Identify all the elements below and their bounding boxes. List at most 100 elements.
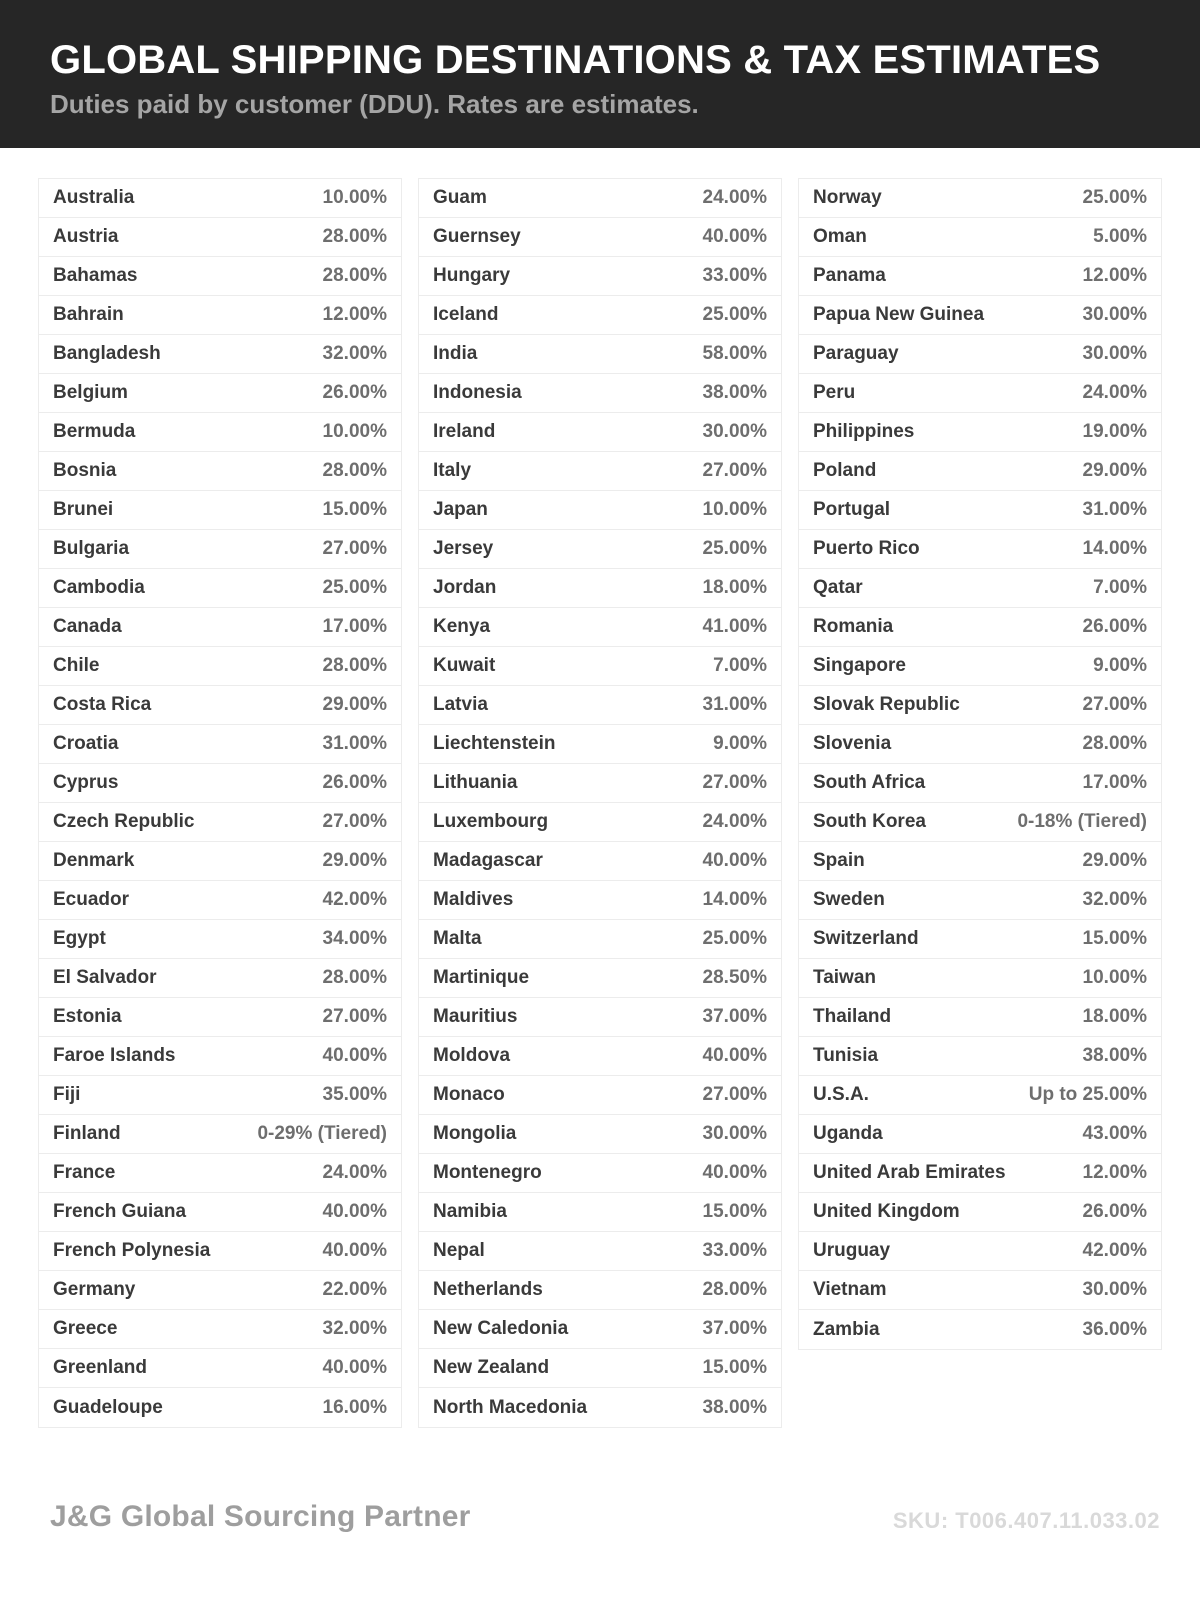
table-row: Cambodia 25.00% [39,569,401,608]
page-subtitle: Duties paid by customer (DDU). Rates are… [50,89,699,119]
tax-rate-value: 32.00% [322,343,387,364]
footer: J&G Global Sourcing Partner SKU: T006.40… [0,1500,1200,1534]
tax-rate-value: 10.00% [1082,967,1147,988]
country-name: Slovenia [813,733,892,754]
table-row: Canada 17.00% [39,608,401,647]
table-row: Bahamas 28.00% [39,257,401,296]
table-row: Papua New Guinea 30.00% [799,296,1161,335]
tax-rate-value: 30.00% [702,421,767,442]
table-row: Monaco 27.00% [419,1076,781,1115]
country-name: Tunisia [813,1045,879,1066]
table-row: India 58.00% [419,335,781,374]
country-name: Netherlands [433,1279,543,1300]
tax-rate-value: 40.00% [702,226,767,247]
tax-rate-value: 26.00% [322,772,387,793]
country-name: Maldives [433,889,514,910]
table-row: Guernsey 40.00% [419,218,781,257]
table-row: Belgium 26.00% [39,374,401,413]
tax-rate-value: 10.00% [702,499,767,520]
table-row: France 24.00% [39,1154,401,1193]
tax-rate-value: 42.00% [322,889,387,910]
tax-rate-value: 27.00% [702,460,767,481]
country-name: French Polynesia [53,1240,211,1261]
tax-rate-value: 40.00% [322,1201,387,1222]
country-name: Madagascar [433,850,543,871]
tax-rate-value: 22.00% [322,1279,387,1300]
country-name: France [53,1162,116,1183]
country-name: Brunei [53,499,114,520]
country-name: Hungary [433,265,511,286]
table-row: Guam 24.00% [419,179,781,218]
country-name: Jersey [433,538,494,559]
country-name: Liechtenstein [433,733,556,754]
tax-rate-value: 28.00% [702,1279,767,1300]
country-name: Zambia [813,1318,880,1340]
country-name: Norway [813,187,882,208]
table-row: Qatar 7.00% [799,569,1161,608]
tax-rate-value: 58.00% [702,343,767,364]
country-name: Mongolia [433,1123,517,1144]
table-row: North Macedonia 38.00% [419,1388,781,1427]
country-name: U.S.A. [813,1084,869,1105]
tax-rate-value: 26.00% [1082,1201,1147,1222]
country-name: Bahamas [53,265,138,286]
table-row: Taiwan 10.00% [799,959,1161,998]
tax-rate-value: 24.00% [702,187,767,208]
table-row: Faroe Islands 40.00% [39,1037,401,1076]
tax-rate-value: 24.00% [322,1162,387,1183]
table-row: U.S.A. Up to 25.00% [799,1076,1161,1115]
tax-rate-value: 40.00% [702,1162,767,1183]
country-name: Australia [53,187,135,208]
table-row: Oman 5.00% [799,218,1161,257]
country-name: India [433,343,478,364]
tax-rate-value: 26.00% [322,382,387,403]
country-name: Greenland [53,1357,147,1378]
table-row: Bulgaria 27.00% [39,530,401,569]
tax-rate-value: 30.00% [702,1123,767,1144]
country-name: Denmark [53,850,135,871]
header-banner: GLOBAL SHIPPING DESTINATIONS & TAX ESTIM… [0,0,1200,148]
tax-rate-value: 32.00% [1082,889,1147,910]
tax-rate-value: 19.00% [1082,421,1147,442]
table-row: Sweden 32.00% [799,881,1161,920]
country-name: Namibia [433,1201,507,1222]
table-row: South Africa 17.00% [799,764,1161,803]
table-row: Thailand 18.00% [799,998,1161,1037]
tax-rate-value: 40.00% [322,1240,387,1261]
country-name: North Macedonia [433,1396,588,1418]
tax-rate-value: 29.00% [322,850,387,871]
country-name: Cambodia [53,577,145,598]
tax-rate-value: 7.00% [713,655,767,676]
country-name: Germany [53,1279,136,1300]
table-row: Panama 12.00% [799,257,1161,296]
sku-label: SKU: T006.407.11.033.02 [892,1508,1160,1533]
table-row: New Caledonia 37.00% [419,1310,781,1349]
tax-rate-value: 27.00% [322,1006,387,1027]
table-row: Hungary 33.00% [419,257,781,296]
table-row: Nepal 33.00% [419,1232,781,1271]
country-name: Czech Republic [53,811,195,832]
tax-rate-value: 33.00% [702,1240,767,1261]
country-name: Japan [433,499,488,520]
tax-rate-value: 36.00% [1082,1318,1147,1340]
country-name: Kuwait [433,655,496,676]
table-row: Bermuda 10.00% [39,413,401,452]
tax-rate-value: 29.00% [322,694,387,715]
tax-rate-value: 24.00% [702,811,767,832]
table-row: Mongolia 30.00% [419,1115,781,1154]
tax-rate-value: 10.00% [322,187,387,208]
table-row: Vietnam 30.00% [799,1271,1161,1310]
table-row: Philippines 19.00% [799,413,1161,452]
country-name: Bulgaria [53,538,130,559]
tax-rate-value: 27.00% [702,772,767,793]
country-name: Canada [53,616,122,637]
tax-rate-value: 27.00% [1082,694,1147,715]
country-name: Slovak Republic [813,694,960,715]
table-row: Liechtenstein 9.00% [419,725,781,764]
table-row: Fiji 35.00% [39,1076,401,1115]
country-name: Italy [433,460,472,481]
table-row: Switzerland 15.00% [799,920,1161,959]
country-name: Luxembourg [433,811,549,832]
country-name: Martinique [433,967,530,988]
table-row: Zambia 36.00% [799,1310,1161,1349]
